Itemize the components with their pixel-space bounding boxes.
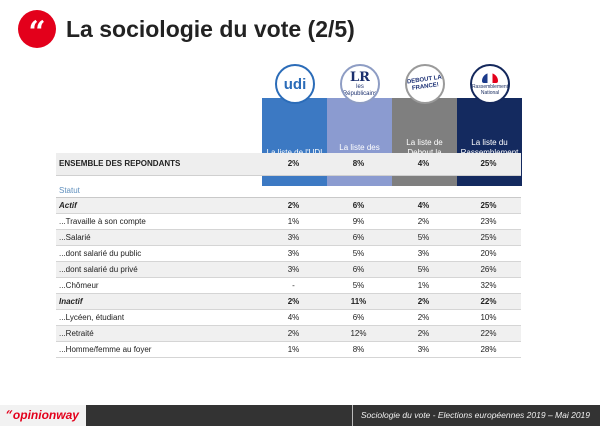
table-row: ...dont salarié du public 3% 5% 3% 20% — [56, 245, 521, 262]
cell-republicains: 5% — [326, 277, 391, 294]
cell-debout-la-france: 1% — [391, 277, 456, 294]
cell-republicains: 9% — [326, 213, 391, 230]
quote-badge: “ — [18, 10, 56, 50]
cell-republicains: 6% — [326, 261, 391, 278]
cell-debout-la-france: 2% — [391, 213, 456, 230]
cell-rassemblement-national: 10% — [456, 309, 521, 326]
ensemble-row: ENSEMBLE DES REPONDANTS 2% 8% 4% 25% — [56, 153, 521, 176]
cell-rassemblement-national: 28% — [456, 341, 521, 358]
cell-republicains: 6% — [326, 197, 391, 214]
cell-republicains: 8% — [326, 153, 391, 176]
republicains-logo-icon: LR les Républicains — [340, 64, 380, 104]
row-label: ...Homme/femme au foyer — [56, 341, 261, 358]
cell-udi: 2% — [261, 325, 326, 342]
table-row: ...Salarié 3% 6% 5% 25% — [56, 229, 521, 246]
cell-rassemblement-national: 25% — [456, 229, 521, 246]
cell-udi: 2% — [261, 153, 326, 176]
cell-republicains: 6% — [326, 229, 391, 246]
cell-republicains: 8% — [326, 341, 391, 358]
cell-udi: 3% — [261, 245, 326, 262]
row-label: ...Retraité — [56, 325, 261, 342]
cell-rassemblement-national: 32% — [456, 277, 521, 294]
cell-debout-la-france: 2% — [391, 309, 456, 326]
row-label: ...dont salarié du privé — [56, 261, 261, 278]
cell-udi: 1% — [261, 213, 326, 230]
cell-debout-la-france: 2% — [391, 325, 456, 342]
spacer-row — [56, 175, 521, 185]
cell-udi: 3% — [261, 261, 326, 278]
cell-udi: 1% — [261, 341, 326, 358]
cell-rassemblement-national: 22% — [456, 325, 521, 342]
footer-caption: Sociologie du vote - Elections européenn… — [351, 405, 590, 426]
opinionway-logo: “opinionway — [0, 405, 86, 426]
cell-rassemblement-national: 25% — [456, 197, 521, 214]
column-header-rassemblement-national: Rassemblement National La liste du Rasse… — [457, 64, 522, 186]
cell-debout-la-france: 4% — [391, 197, 456, 214]
cell-rassemblement-national: 25% — [456, 153, 521, 176]
page-title: La sociologie du vote (2/5) — [66, 16, 355, 42]
table-row: Actif 2% 6% 4% 25% — [56, 197, 521, 214]
cell-rassemblement-national: 22% — [456, 293, 521, 310]
cell-udi: 4% — [261, 309, 326, 326]
footer-bar: “opinionway Sociologie du vote - Electio… — [0, 405, 600, 426]
cell-republicains: 12% — [326, 325, 391, 342]
cell-udi: 3% — [261, 229, 326, 246]
cell-republicains: 5% — [326, 245, 391, 262]
cell-debout-la-france: 3% — [391, 245, 456, 262]
row-label: ENSEMBLE DES REPONDANTS — [56, 153, 261, 176]
section-header-row: Statut — [56, 185, 521, 198]
flame-icon — [482, 72, 498, 83]
cell-rassemblement-national: 20% — [456, 245, 521, 262]
row-label: ...Travaille à son compte — [56, 213, 261, 230]
row-label: ...Chômeur — [56, 277, 261, 294]
table-row: ...dont salarié du privé 3% 6% 5% 26% — [56, 261, 521, 278]
row-label: ...Lycéen, étudiant — [56, 309, 261, 326]
cell-republicains: 11% — [326, 293, 391, 310]
table-row: ...Chômeur -5% 1% 32% — [56, 277, 521, 294]
cell-debout-la-france: 5% — [391, 229, 456, 246]
row-label: Actif — [56, 197, 261, 214]
cell-rassemblement-national: 26% — [456, 261, 521, 278]
results-table: ENSEMBLE DES REPONDANTS 2% 8% 4% 25% Sta… — [56, 153, 521, 358]
udi-logo-icon: udi — [275, 64, 315, 104]
row-label: ...Salarié — [56, 229, 261, 246]
cell-republicains: 6% — [326, 309, 391, 326]
table-row: ...Homme/femme au foyer 1% 8% 3% 28% — [56, 341, 521, 358]
column-label: La liste de l'UDI — [267, 148, 323, 158]
rassemblement-national-logo-icon: Rassemblement National — [470, 64, 510, 104]
section-label: Statut — [56, 185, 521, 198]
cell-rassemblement-national: 23% — [456, 213, 521, 230]
debout-la-france-logo-icon: DEBOUT LA FRANCE! — [405, 64, 445, 104]
cell-udi: 2% — [261, 197, 326, 214]
cell-debout-la-france: 5% — [391, 261, 456, 278]
cell-debout-la-france: 4% — [391, 153, 456, 176]
table-row: Inactif 2% 11% 2% 22% — [56, 293, 521, 310]
cell-debout-la-france: 2% — [391, 293, 456, 310]
table-row: ...Travaille à son compte 1% 9% 2% 23% — [56, 213, 521, 230]
cell-debout-la-france: 3% — [391, 341, 456, 358]
table-row: ...Lycéen, étudiant 4% 6% 2% 10% — [56, 309, 521, 326]
row-label: Inactif — [56, 293, 261, 310]
row-label: ...dont salarié du public — [56, 245, 261, 262]
table-row: ...Retraité 2% 12% 2% 22% — [56, 325, 521, 342]
cell-udi: - — [261, 277, 326, 294]
cell-udi: 2% — [261, 293, 326, 310]
